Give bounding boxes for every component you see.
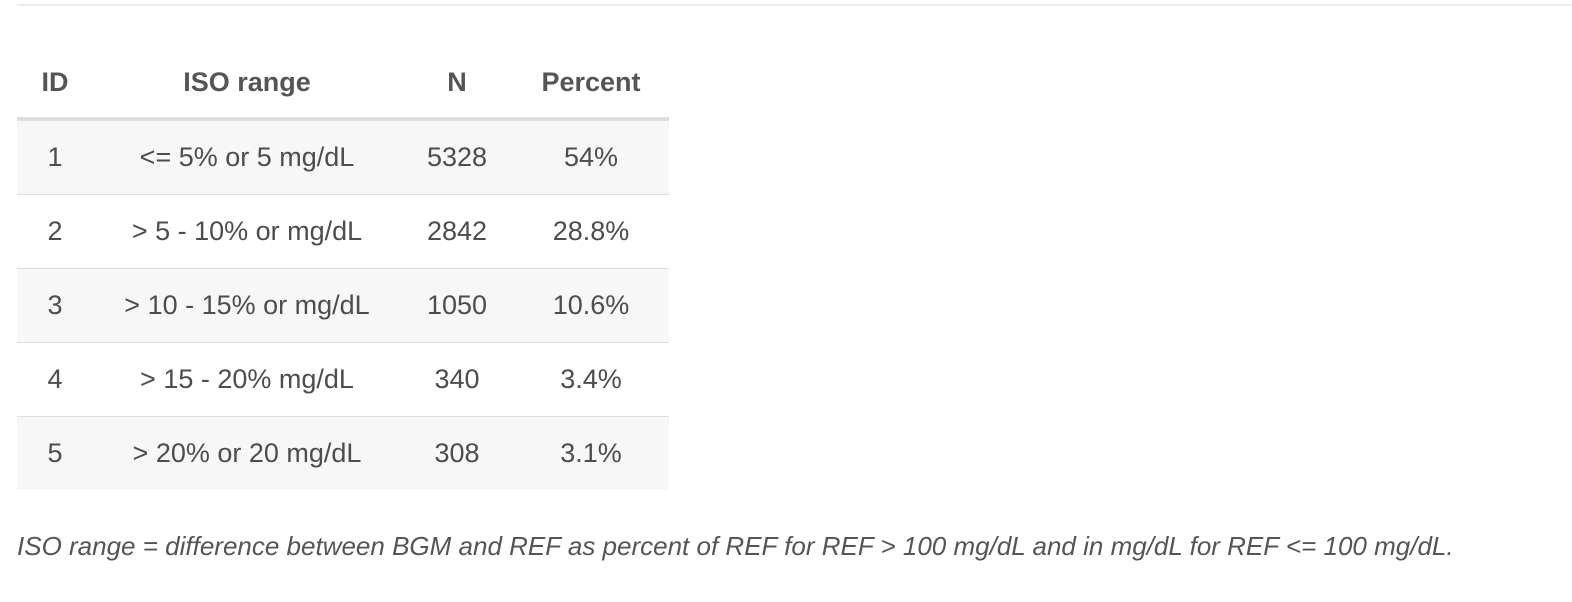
- cell-id: 4: [17, 342, 93, 417]
- cell-percent: 54%: [513, 119, 669, 195]
- table-row: 3 > 10 - 15% or mg/dL 1050 10.6%: [17, 268, 669, 343]
- cell-n: 308: [401, 416, 513, 490]
- cell-n: 2842: [401, 194, 513, 269]
- cell-n: 340: [401, 342, 513, 417]
- header-id: ID: [17, 47, 93, 121]
- table-row: 5 > 20% or 20 mg/dL 308 3.1%: [17, 416, 669, 490]
- cell-iso-range: <= 5% or 5 mg/dL: [93, 119, 401, 195]
- cell-percent: 3.4%: [513, 342, 669, 417]
- iso-range-table: ID ISO range N Percent 1 <= 5% or 5 mg/d…: [17, 47, 669, 490]
- top-divider: [17, 4, 1572, 6]
- cell-id: 5: [17, 416, 93, 490]
- cell-percent: 3.1%: [513, 416, 669, 490]
- cell-percent: 28.8%: [513, 194, 669, 269]
- cell-n: 1050: [401, 268, 513, 343]
- cell-iso-range: > 10 - 15% or mg/dL: [93, 268, 401, 343]
- header-percent: Percent: [513, 47, 669, 121]
- header-n: N: [401, 47, 513, 121]
- cell-n: 5328: [401, 119, 513, 195]
- cell-id: 1: [17, 119, 93, 195]
- cell-id: 2: [17, 194, 93, 269]
- cell-iso-range: > 15 - 20% mg/dL: [93, 342, 401, 417]
- header-iso-range: ISO range: [93, 47, 401, 121]
- table-caption: ISO range = difference between BGM and R…: [17, 531, 1454, 561]
- table-row: 1 <= 5% or 5 mg/dL 5328 54%: [17, 119, 669, 195]
- cell-percent: 10.6%: [513, 268, 669, 343]
- table-row: 4 > 15 - 20% mg/dL 340 3.4%: [17, 342, 669, 417]
- cell-id: 3: [17, 268, 93, 343]
- table-header-row: ID ISO range N Percent: [17, 47, 669, 121]
- table-row: 2 > 5 - 10% or mg/dL 2842 28.8%: [17, 194, 669, 269]
- cell-iso-range: > 20% or 20 mg/dL: [93, 416, 401, 490]
- cell-iso-range: > 5 - 10% or mg/dL: [93, 194, 401, 269]
